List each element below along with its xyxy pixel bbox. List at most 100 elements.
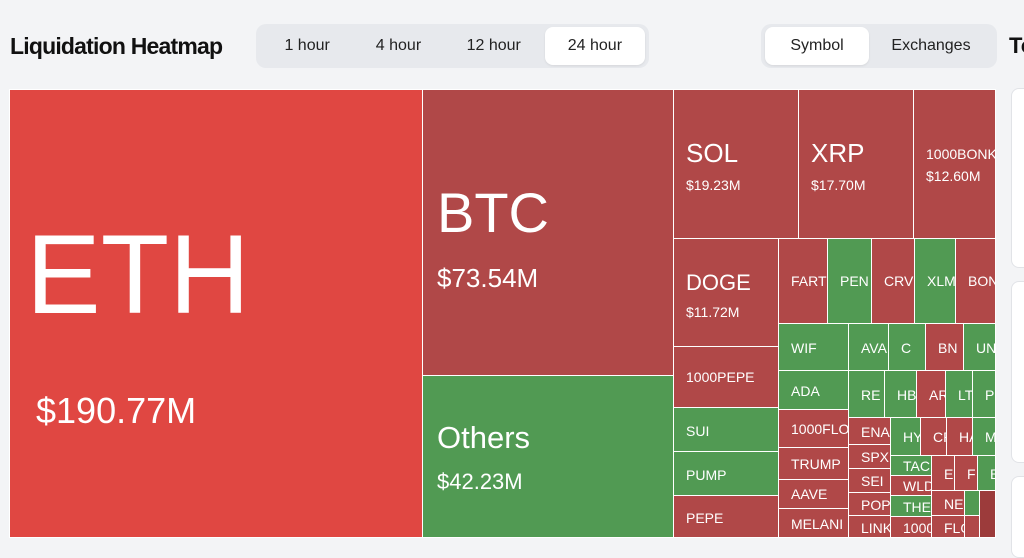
tile-symbol: LT: [958, 387, 973, 403]
tile-micro[interactable]: [964, 490, 980, 516]
tile-wld[interactable]: WLD: [890, 475, 932, 496]
tile-symbol: C: [901, 340, 912, 356]
tile-symbol: DOGE: [686, 270, 751, 295]
timeframe-4h[interactable]: 4 hour: [375, 37, 422, 54]
tile-p[interactable]: P: [972, 370, 996, 418]
tile-symbol: PEPE: [686, 510, 724, 526]
tile-hb[interactable]: HB: [884, 370, 917, 418]
page-title: Liquidation Heatmap: [10, 33, 223, 59]
right-panel-title: To: [1009, 33, 1024, 58]
tile-bonk[interactable]: BON: [955, 238, 996, 324]
tile-re[interactable]: RE: [848, 370, 885, 418]
tile-sei[interactable]: SEI: [848, 468, 891, 493]
view-exchanges-tab[interactable]: Exchanges: [891, 37, 971, 54]
tile-symbol: B: [990, 466, 995, 482]
tile-link[interactable]: LINK: [848, 515, 891, 538]
tile-symbol: ADA: [791, 383, 820, 399]
view-symbol-tab[interactable]: Symbol: [765, 27, 869, 65]
tile-lt[interactable]: LT: [945, 370, 973, 418]
tile-f[interactable]: F: [954, 455, 978, 491]
tile-c[interactable]: C: [888, 323, 926, 371]
tile-pump[interactable]: PUMP: [673, 451, 779, 496]
tile-symbol: SOL: [686, 138, 739, 168]
tile-btc[interactable]: BTC $73.54M: [422, 89, 674, 376]
tile-symbol: FART: [791, 273, 827, 289]
tile-e[interactable]: E: [931, 455, 955, 491]
tile-tac[interactable]: TAC: [890, 455, 932, 476]
tile-doge[interactable]: DOGE $11.72M: [673, 238, 779, 347]
tile-symbol: AVA: [861, 340, 887, 356]
tile-symbol: FLO: [944, 520, 964, 536]
tile-crv[interactable]: CRV: [871, 238, 915, 324]
tile-ena[interactable]: ENA: [848, 417, 891, 445]
tile-symbol: PUMP: [686, 467, 727, 483]
tile-symbol: SUI: [686, 423, 710, 439]
tile-sol[interactable]: SOL $19.23M: [673, 89, 799, 239]
tile-symbol: POP: [861, 497, 891, 513]
tile-symbol: WIF: [791, 340, 817, 356]
tile-ada[interactable]: ADA: [778, 370, 849, 410]
timeframe-1h[interactable]: 1 hour: [284, 37, 330, 54]
tile-symbol: LINK: [861, 520, 891, 536]
tile-xrp[interactable]: XRP $17.70M: [798, 89, 914, 239]
tile-b[interactable]: B: [977, 455, 996, 491]
tile-symbol: ETH: [26, 212, 250, 337]
tile-value: $12.60M: [926, 168, 981, 184]
tile-melania[interactable]: MELANI: [778, 508, 849, 538]
tile-symbol: BTC: [437, 181, 549, 244]
tile-others[interactable]: Others $42.23M: [422, 375, 674, 538]
tile-pengu[interactable]: PEN: [827, 238, 872, 324]
tile-symbol: UN: [976, 340, 996, 356]
tile-pepe[interactable]: PEPE: [673, 495, 779, 538]
tile-value: $19.23M: [686, 177, 741, 193]
tile-fart[interactable]: FART: [778, 238, 828, 324]
tile-bnb[interactable]: BN: [925, 323, 964, 371]
tile-1000floki[interactable]: 1000FLO: [778, 409, 849, 448]
tile-uni[interactable]: UN: [963, 323, 996, 371]
tile-micro[interactable]: [964, 515, 980, 538]
tile-sui[interactable]: SUI: [673, 407, 779, 452]
tile-symbol: M: [985, 429, 996, 445]
tile-eth[interactable]: ETH $190.77M: [9, 89, 423, 538]
tile-symbol: P: [985, 387, 995, 403]
tile-trump[interactable]: TRUMP: [778, 447, 849, 480]
right-panel-card: [1011, 88, 1024, 268]
tile-symbol: F: [967, 466, 976, 482]
tile-the[interactable]: THE: [890, 495, 932, 517]
tile-xlm[interactable]: XLM: [914, 238, 956, 324]
tile-symbol: MELANI: [791, 516, 844, 532]
tile-ha[interactable]: HA: [946, 417, 973, 456]
tile-symbol: XRP: [811, 138, 865, 168]
tile-ne[interactable]: NE: [931, 490, 965, 516]
tile-hype[interactable]: HY: [890, 417, 921, 456]
tile-wif[interactable]: WIF: [778, 323, 849, 371]
tile-flo[interactable]: FLO: [931, 515, 965, 538]
right-panel-card: [1011, 476, 1024, 558]
tile-symbol: PEN: [840, 273, 869, 289]
tile-symbol: TRUMP: [791, 456, 841, 472]
tile-m[interactable]: M: [972, 417, 996, 456]
tile-symbol: THE: [903, 499, 931, 515]
tile-1000pepe[interactable]: 1000PEPE: [673, 346, 779, 408]
tile-1000bonk[interactable]: 1000BONK $12.60M: [913, 89, 996, 239]
timeframe-12h[interactable]: 12 hour: [466, 37, 521, 54]
tile-cr[interactable]: CR: [920, 417, 947, 456]
tile-symbol: SEI: [861, 473, 884, 489]
tile-avax[interactable]: AVA: [848, 323, 889, 371]
tile-symbol: BN: [938, 340, 958, 356]
tile-ar[interactable]: AR: [916, 370, 946, 418]
tile-symbol: SPX: [861, 449, 890, 465]
tile-1000x[interactable]: 1000: [890, 516, 932, 538]
tile-symbol: Others: [437, 420, 531, 455]
tile-aave[interactable]: AAVE: [778, 479, 849, 509]
tile-symbol: E: [944, 466, 954, 482]
tile-symbol: 1000PEPE: [686, 369, 755, 385]
tile-pop[interactable]: POP: [848, 492, 891, 516]
tile-spx[interactable]: SPX: [848, 444, 891, 469]
liquidation-heatmap: ETH $190.77M BTC $73.54M Others $42.23M …: [9, 89, 996, 538]
timeframe-24h[interactable]: 24 hour: [544, 27, 645, 65]
tile-symbol: XLM: [927, 273, 956, 289]
tile-symbol: 1000FLO: [791, 421, 849, 437]
tile-micro[interactable]: [979, 490, 996, 538]
tile-value: $73.54M: [437, 263, 539, 293]
